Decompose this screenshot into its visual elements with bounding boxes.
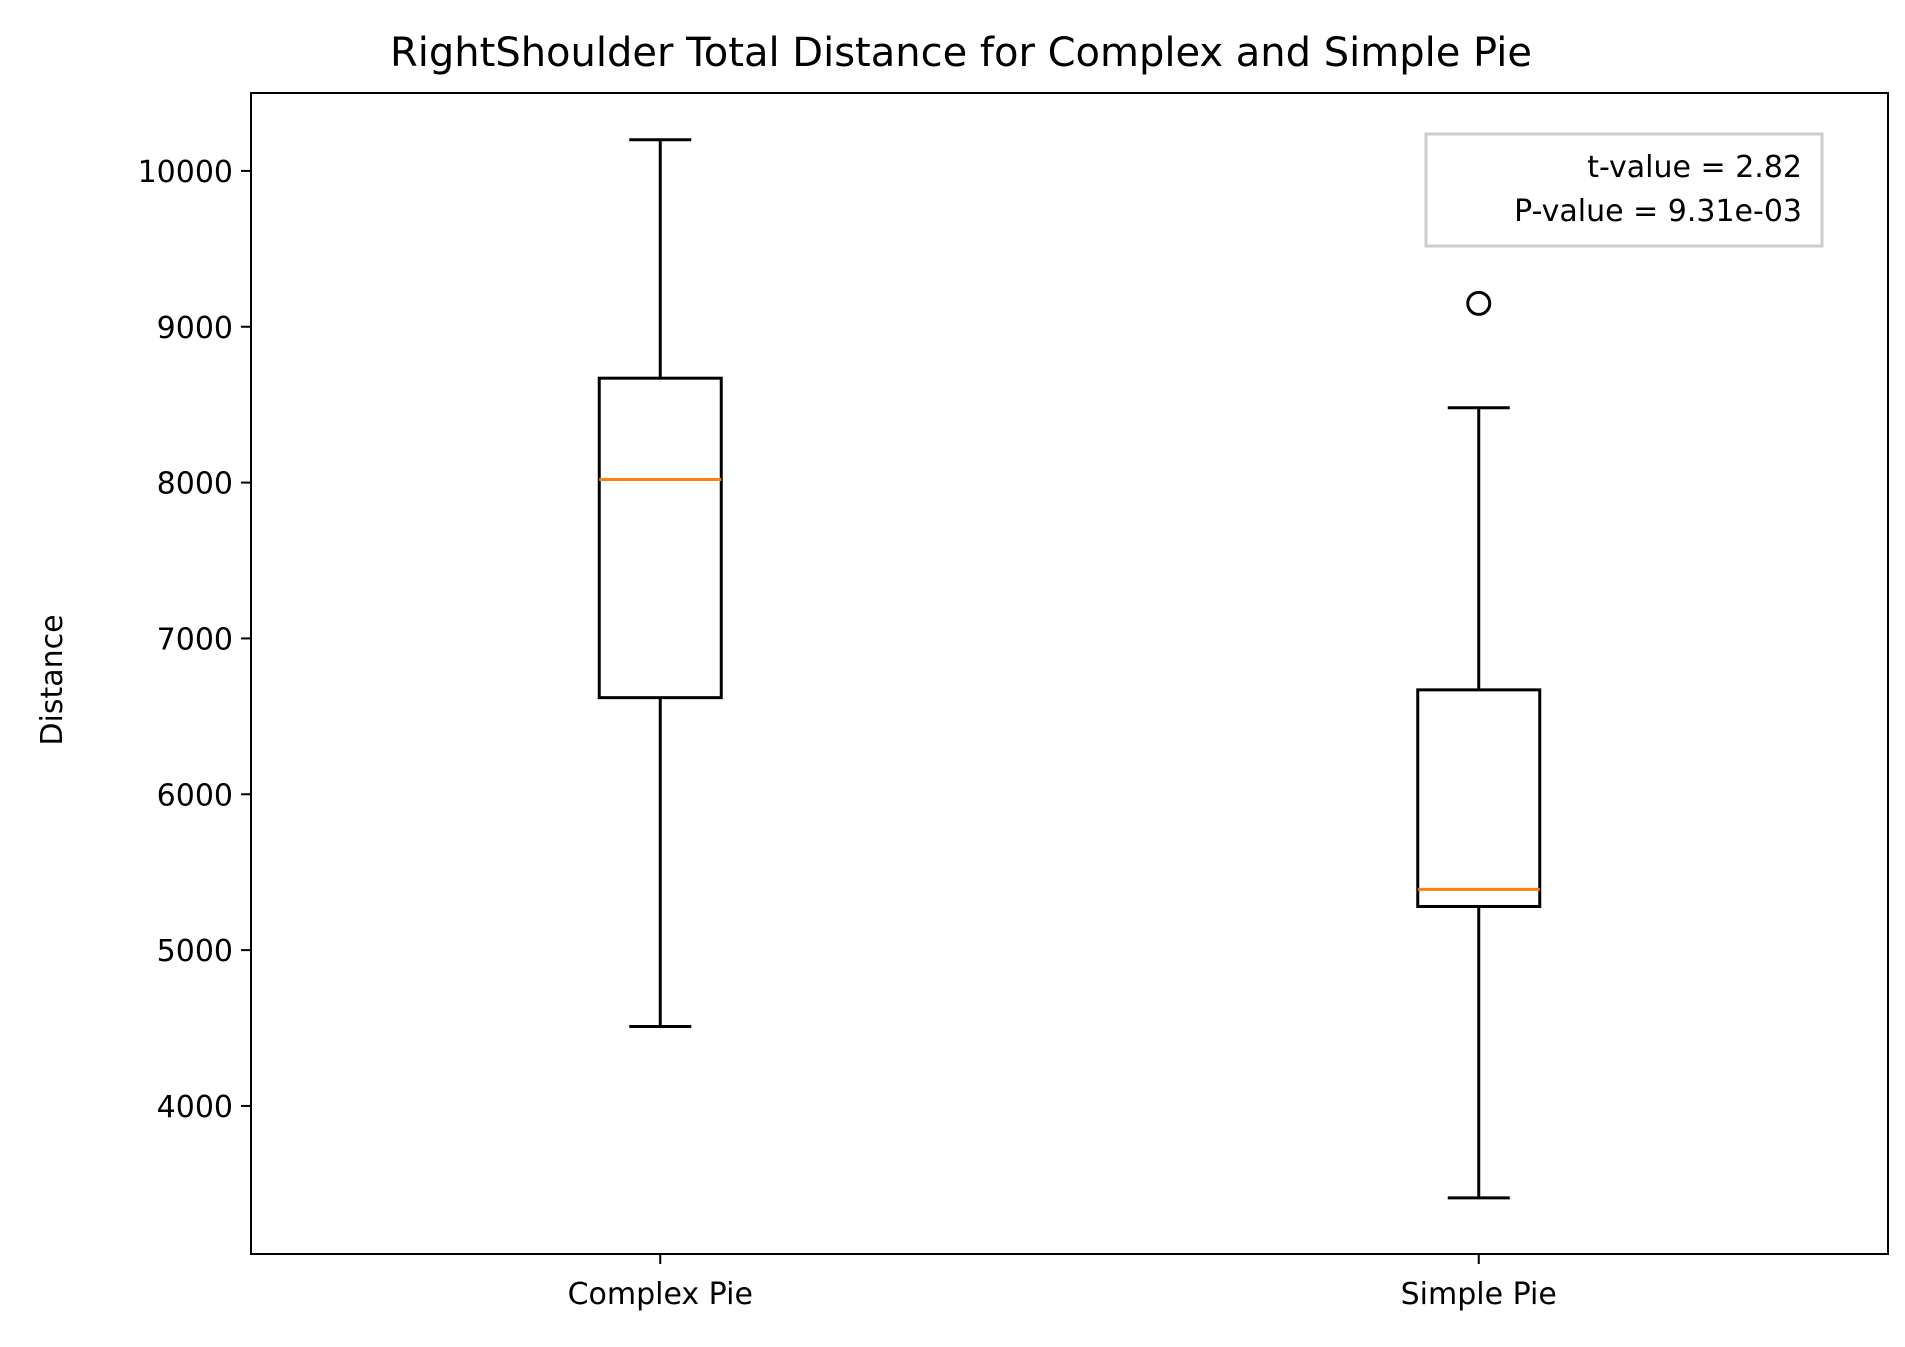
y-tick-label: 10000 xyxy=(138,155,233,190)
chart-title: RightShoulder Total Distance for Complex… xyxy=(390,30,1532,76)
y-tick-label: 6000 xyxy=(157,778,233,813)
iqr-box xyxy=(597,376,723,700)
x-axis-ticks: Complex Pie Simple Pie xyxy=(568,1254,1557,1312)
stats-annotation: t-value = 2.82 P-value = 9.31e-03 xyxy=(1424,132,1824,248)
box-group xyxy=(1416,290,1542,1200)
stats-annotation-frame xyxy=(1424,132,1824,248)
y-tick-label: 4000 xyxy=(157,1090,233,1125)
iqr-box xyxy=(1416,688,1542,908)
y-tick-label: 9000 xyxy=(157,311,233,346)
p-value-text: P-value = 9.31e-03 xyxy=(1514,194,1802,229)
y-tick-label: 8000 xyxy=(157,467,233,502)
y-axis-label: Distance xyxy=(35,614,70,745)
plot-area-frame xyxy=(250,92,1889,1255)
outlier-point xyxy=(1466,290,1492,316)
x-tick-label: Simple Pie xyxy=(1401,1277,1557,1312)
y-tick-label: 5000 xyxy=(157,934,233,969)
x-tick-label: Complex Pie xyxy=(568,1277,753,1312)
box-group xyxy=(597,138,723,1028)
t-value-text: t-value = 2.82 xyxy=(1587,150,1802,185)
box-series xyxy=(597,138,1542,1200)
y-axis-ticks: 4000 5000 6000 7000 8000 9000 10000 xyxy=(138,155,251,1125)
y-tick-label: 7000 xyxy=(157,622,233,657)
